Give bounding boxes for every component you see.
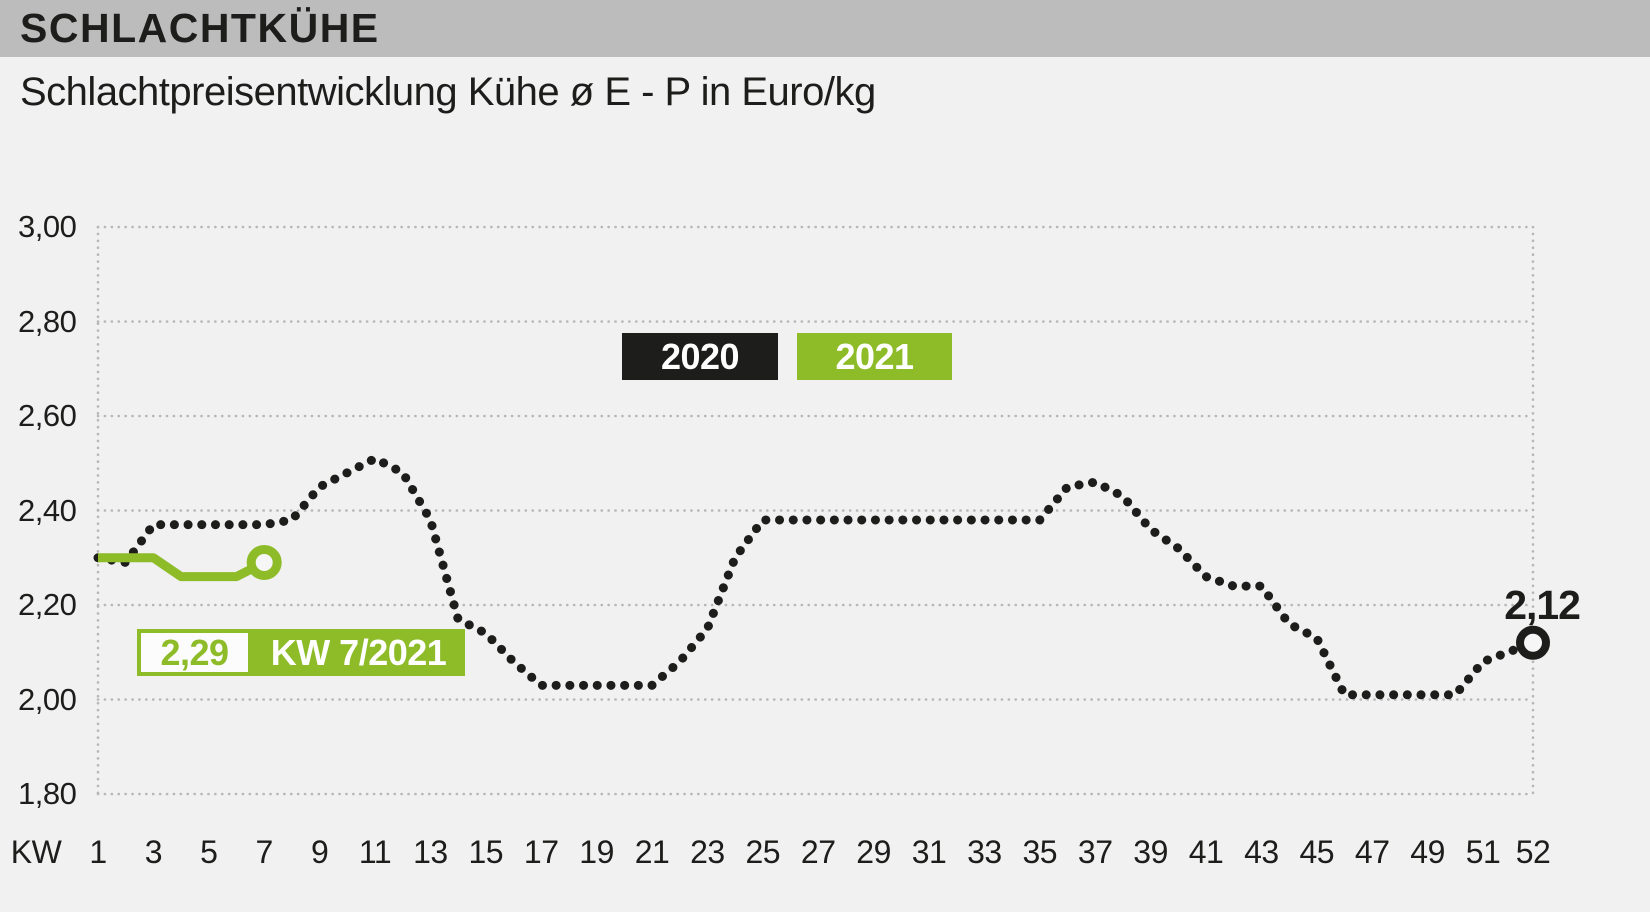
x-tick-label: 33 (967, 834, 1002, 870)
y-tick-label: 3,00 (18, 209, 77, 244)
x-tick-label: 35 (1022, 834, 1058, 870)
header-bar (0, 0, 1650, 57)
series-end-marker-2021 (246, 544, 282, 580)
series-end-marker-2020 (1516, 625, 1550, 660)
x-tick-label: 52 (1515, 834, 1551, 870)
x-tick-label: 23 (690, 834, 725, 870)
y-tick-label: 2,00 (18, 681, 77, 717)
y-tick-label: 2,60 (18, 398, 77, 433)
x-tick-label: 47 (1354, 834, 1390, 870)
x-tick-label: 21 (634, 834, 670, 870)
x-tick-label: 19 (579, 834, 614, 870)
x-tick-label: 17 (523, 834, 559, 870)
x-tick-label: 31 (911, 834, 947, 870)
end-value-label-2020: 2,12 (1504, 582, 1581, 628)
x-tick-label: 11 (358, 834, 392, 870)
series-line-2021 (98, 553, 267, 582)
x-tick-label: 43 (1244, 834, 1279, 870)
x-axis-unit-label: KW (10, 834, 62, 870)
legend-item-2020: 2020 (622, 333, 778, 380)
x-tick-label: 41 (1188, 834, 1224, 870)
x-tick-label: 7 (255, 834, 274, 870)
x-tick-label: 49 (1410, 834, 1445, 870)
x-tick-label: 5 (200, 834, 218, 870)
y-tick-label: 2,40 (18, 492, 77, 528)
y-tick-label: 2,80 (18, 303, 77, 339)
current-value: 2,29 (141, 632, 248, 673)
x-tick-label: 27 (800, 834, 836, 870)
x-tick-label: 9 (310, 834, 329, 870)
chart-subtitle: Schlachtpreisentwicklung Kühe ø E - P in… (20, 70, 876, 114)
x-tick-label: 3 (144, 834, 163, 870)
x-tick-label: 15 (468, 834, 504, 870)
current-week: KW 7/2021 (270, 631, 447, 673)
x-tick-label: 1 (89, 834, 107, 870)
x-tick-label: 45 (1299, 834, 1335, 870)
page-title: SCHLACHTKÜHE (20, 5, 380, 51)
y-tick-label: 1,80 (18, 776, 77, 811)
y-tick-label: 2,20 (18, 587, 77, 622)
current-value-tag: 2,29 KW 7/2021 (137, 629, 465, 676)
x-tick-label: 51 (1465, 834, 1501, 870)
x-tick-label: 29 (856, 834, 891, 870)
x-tick-label: 39 (1133, 834, 1168, 870)
x-tick-label: 37 (1077, 834, 1113, 870)
series-line-2020 (93, 454, 1538, 700)
x-tick-label: 13 (413, 834, 448, 870)
legend-item-2021: 2021 (797, 333, 952, 380)
x-tick-label: 25 (745, 834, 781, 870)
